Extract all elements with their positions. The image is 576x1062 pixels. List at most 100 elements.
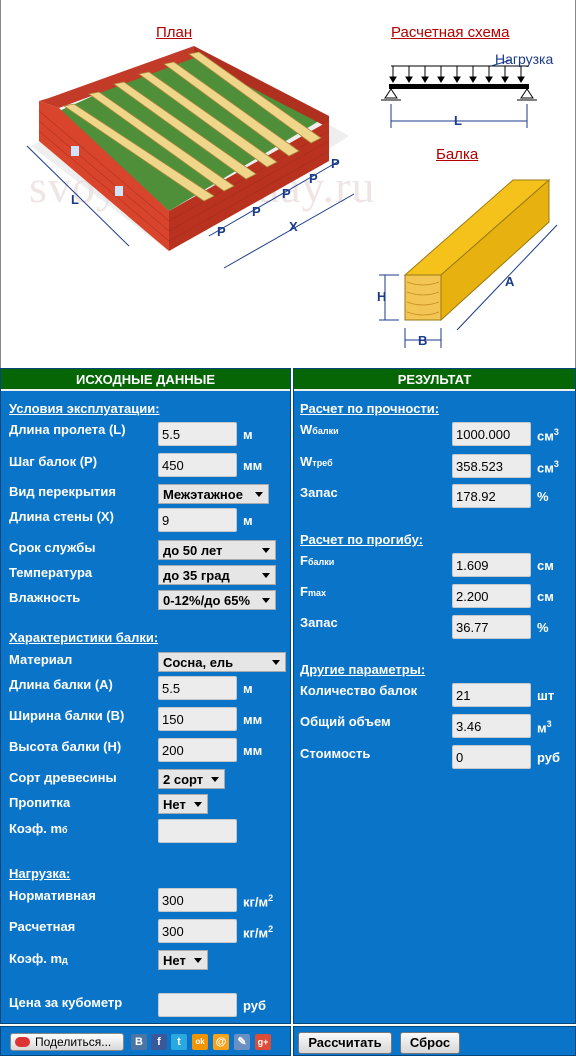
span-label: Длина пролета (L) — [9, 422, 126, 437]
norm-input[interactable]: 300 — [158, 888, 237, 912]
illustration-area: svoyomintoday.ru План Расчетная схема Ба… — [0, 0, 576, 368]
material-select[interactable]: Сосна, ель — [158, 652, 286, 672]
strength-header: Расчет по прочности: — [300, 401, 440, 416]
beam-drawing: H B A — [377, 178, 558, 348]
width-unit: мм — [243, 712, 263, 727]
conditions-header: Условия эксплуатации: — [9, 401, 160, 416]
price-input[interactable] — [158, 993, 237, 1017]
f-max-label: Fmax — [300, 584, 326, 599]
plan-title: План — [156, 24, 193, 41]
grade-label: Сорт древесины — [9, 770, 117, 785]
chevron-down-icon — [262, 548, 270, 553]
length-input[interactable]: 5.5 — [158, 676, 237, 700]
floor-type-select[interactable]: Межэтажное — [158, 484, 269, 504]
f-beam-label: Fбалки — [300, 553, 335, 568]
width-label: Ширина балки (B) — [9, 708, 125, 723]
chevron-down-icon — [262, 573, 270, 578]
w-beam-label: Wбалки — [300, 422, 339, 437]
input-panel: ИСХОДНЫЕ ДАННЫЕ Условия эксплуатации: Дл… — [0, 368, 291, 1024]
chevron-down-icon — [211, 777, 219, 782]
reset-button[interactable]: Сброс — [400, 1032, 460, 1054]
step-unit: мм — [243, 458, 263, 473]
volume-unit: м3 — [537, 719, 552, 736]
chevron-down-icon — [194, 958, 202, 963]
svg-text:P: P — [309, 171, 318, 186]
w-req-label: Wтреб — [300, 454, 333, 469]
cost-label: Стоимость — [300, 746, 371, 761]
dim-l-label: L — [71, 192, 79, 207]
volume-label: Общий объем — [300, 714, 391, 729]
vk-icon[interactable]: В — [131, 1034, 147, 1050]
input-panel-title: ИСХОДНЫЕ ДАННЫЕ — [1, 369, 290, 391]
chevron-down-icon — [194, 802, 202, 807]
width-input[interactable]: 150 — [158, 707, 237, 731]
norm-label: Нормативная — [9, 888, 96, 903]
share-button[interactable]: Поделиться... — [10, 1033, 124, 1051]
f-max-unit: см — [537, 589, 554, 604]
reserve1-value: 178.92 — [452, 484, 531, 508]
temp-select[interactable]: до 35 град — [158, 565, 276, 585]
load-header: Нагрузка: — [9, 866, 71, 881]
house-plan-drawing: L X P P P P P — [26, 46, 355, 269]
w-req-unit: см3 — [537, 459, 559, 476]
result-panel-title: РЕЗУЛЬТАТ — [294, 369, 575, 391]
odnoklassniki-icon[interactable]: ok — [192, 1034, 208, 1050]
f-beam-value: 1.609 — [452, 553, 531, 577]
dim-a-label: A — [505, 274, 515, 289]
height-input[interactable]: 200 — [158, 738, 237, 762]
facebook-icon[interactable]: f — [151, 1034, 167, 1050]
step-input[interactable]: 450 — [158, 453, 237, 477]
humidity-select[interactable]: 0-12%/до 65% — [158, 590, 276, 610]
coef-md-select[interactable]: Нет — [158, 950, 208, 970]
f-max-value: 2.200 — [452, 584, 531, 608]
count-unit: шт — [537, 688, 555, 703]
length-unit: м — [243, 681, 253, 696]
svg-text:P: P — [282, 186, 291, 201]
wall-input[interactable]: 9 — [158, 508, 237, 532]
wall-unit: м — [243, 513, 253, 528]
calc-unit: кг/м2 — [243, 924, 274, 941]
reserve1-unit: % — [537, 489, 549, 504]
span-l-label: L — [454, 113, 462, 128]
length-label: Длина балки (A) — [9, 677, 113, 692]
span-input[interactable]: 5.5 — [158, 422, 237, 446]
f-beam-unit: см — [537, 558, 554, 573]
calc-input[interactable]: 300 — [158, 919, 237, 943]
reserve2-unit: % — [537, 620, 549, 635]
count-label: Количество балок — [300, 683, 418, 698]
calc-scheme-drawing: L — [381, 59, 537, 128]
calculate-button[interactable]: Рассчитать — [298, 1032, 392, 1054]
googleplus-icon[interactable]: g+ — [255, 1034, 271, 1050]
dim-h-label: H — [377, 289, 386, 304]
mailru-icon[interactable]: @ — [213, 1034, 229, 1050]
dim-x-label: X — [289, 219, 298, 234]
wall-label: Длина стены (X) — [9, 509, 114, 524]
chevron-down-icon — [255, 492, 263, 497]
reserve1-label: Запас — [300, 485, 338, 500]
step-label: Шаг балок (P) — [9, 454, 98, 469]
coef-mb-input[interactable] — [158, 819, 237, 843]
w-beam-unit: см3 — [537, 427, 559, 444]
result-panel: РЕЗУЛЬТАТ Расчет по прочности: Wбалки 10… — [293, 368, 576, 1024]
share-icon — [15, 1037, 30, 1047]
twitter-icon[interactable]: t — [171, 1034, 187, 1050]
price-unit: руб — [243, 998, 267, 1013]
grade-select[interactable]: 2 сорт — [158, 769, 225, 789]
coef-mb-label: Коэф. mб — [9, 821, 68, 836]
price-label: Цена за кубометр — [9, 995, 123, 1010]
beam-title: Балка — [436, 146, 479, 163]
reserve2-label: Запас — [300, 615, 338, 630]
material-label: Материал — [9, 652, 73, 667]
svg-text:P: P — [331, 156, 340, 171]
livejournal-icon[interactable]: ✎ — [234, 1034, 250, 1050]
span-unit: м — [243, 427, 253, 442]
impreg-select[interactable]: Нет — [158, 794, 208, 814]
temp-label: Температура — [9, 565, 93, 580]
share-bar: Поделиться... В f t ok @ ✎ g+ — [0, 1026, 291, 1056]
cost-value: 0 — [452, 745, 531, 769]
calc-label: Расчетная — [9, 919, 76, 934]
service-select[interactable]: до 50 лет — [158, 540, 276, 560]
cost-unit: руб — [537, 750, 561, 765]
reserve2-value: 36.77 — [452, 615, 531, 639]
floor-type-label: Вид перекрытия — [9, 484, 116, 499]
